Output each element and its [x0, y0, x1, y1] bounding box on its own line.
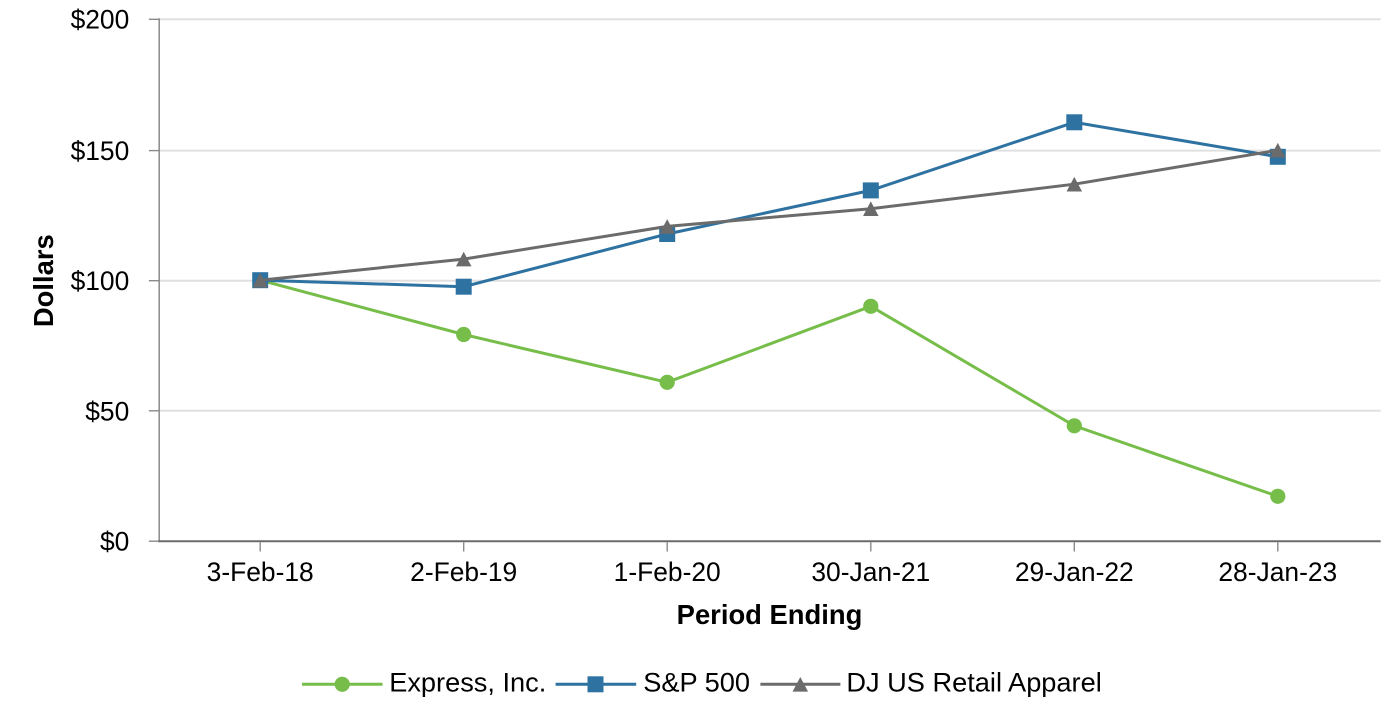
- svg-text:28-Jan-23: 28-Jan-23: [1218, 557, 1337, 587]
- svg-text:2-Feb-19: 2-Feb-19: [410, 557, 517, 587]
- svg-text:$150: $150: [71, 136, 130, 166]
- svg-text:S&P 500: S&P 500: [643, 666, 750, 697]
- svg-text:$100: $100: [71, 266, 130, 296]
- svg-text:29-Jan-22: 29-Jan-22: [1015, 557, 1134, 587]
- svg-text:$50: $50: [85, 396, 129, 426]
- svg-text:DJ US Retail Apparel: DJ US Retail Apparel: [846, 666, 1101, 697]
- svg-text:Dollars: Dollars: [28, 234, 59, 327]
- svg-text:Period Ending: Period Ending: [677, 599, 863, 630]
- svg-text:$200: $200: [71, 5, 130, 35]
- svg-text:30-Jan-21: 30-Jan-21: [811, 557, 930, 587]
- svg-text:1-Feb-20: 1-Feb-20: [614, 557, 721, 587]
- svg-text:Express, Inc.: Express, Inc.: [389, 666, 546, 697]
- svg-text:$0: $0: [100, 527, 129, 557]
- svg-text:3-Feb-18: 3-Feb-18: [207, 557, 314, 587]
